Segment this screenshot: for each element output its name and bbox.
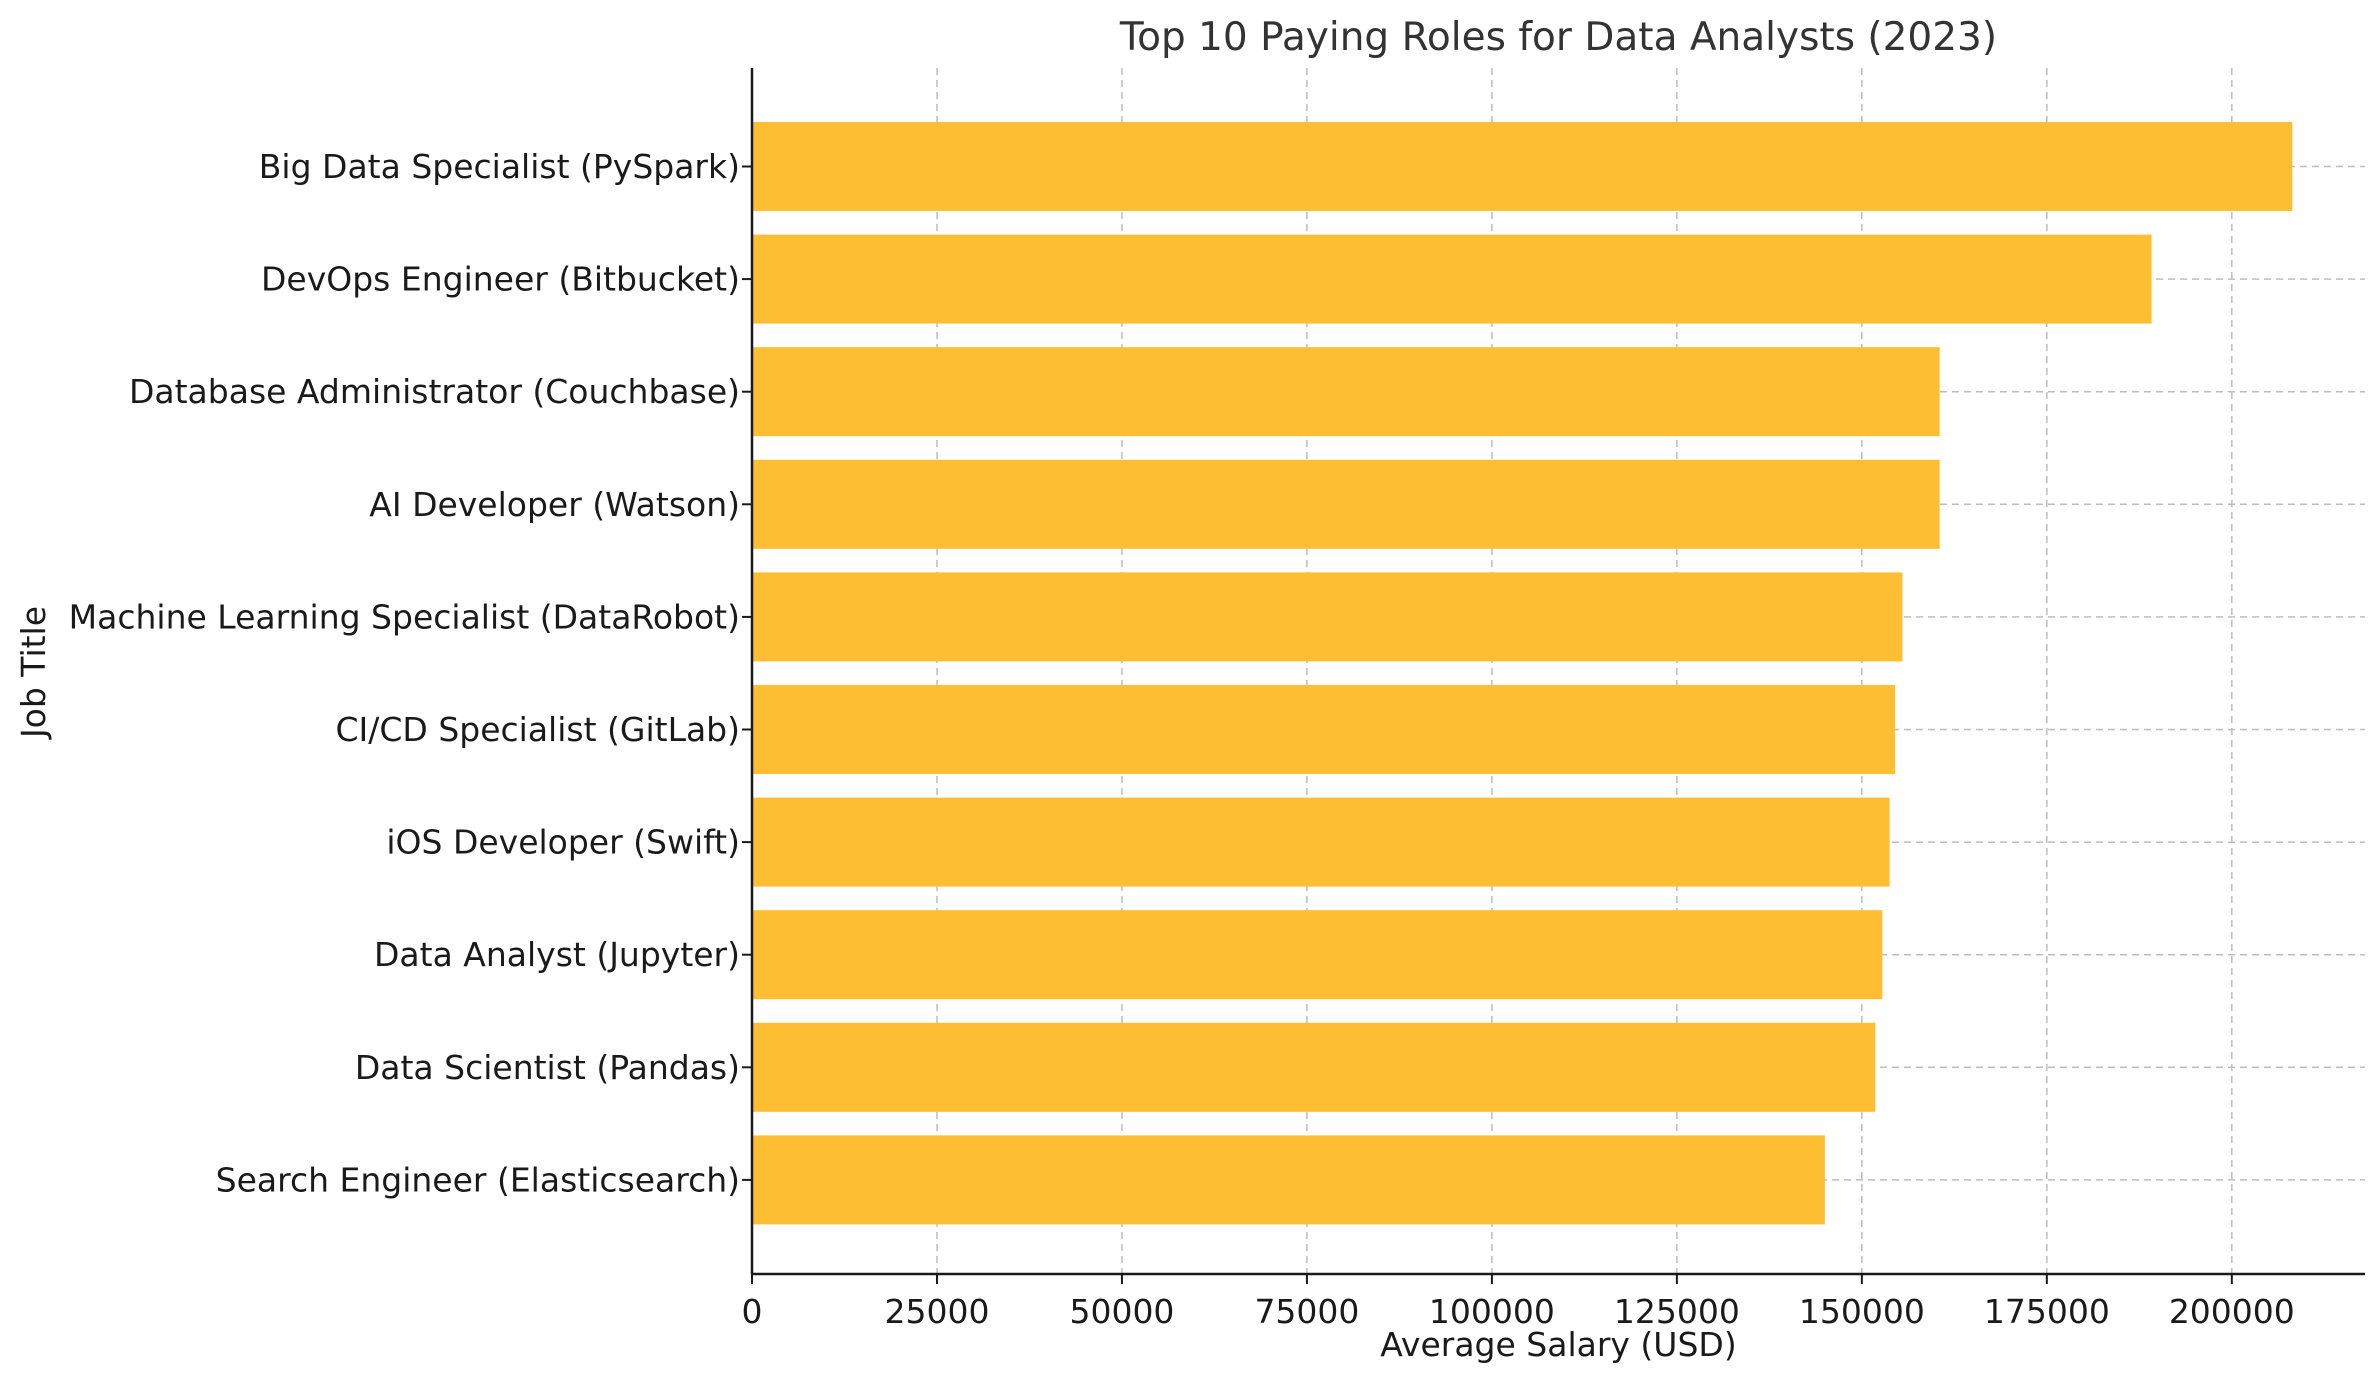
- y-axis-title: Job Title: [14, 606, 53, 740]
- y-tick-label: iOS Developer (Swift): [386, 823, 740, 862]
- y-tick-label: Data Scientist (Pandas): [355, 1048, 740, 1087]
- x-tick-label: 50000: [1069, 1292, 1174, 1331]
- x-tick-label: 100000: [1429, 1292, 1555, 1331]
- x-tick-label: 0: [742, 1292, 763, 1331]
- y-tick-label: Database Administrator (Couchbase): [129, 372, 740, 411]
- x-tick-label: 75000: [1254, 1292, 1359, 1331]
- x-tick-label: 200000: [2169, 1292, 2295, 1331]
- x-tick-label: 125000: [1614, 1292, 1740, 1331]
- bar: [752, 234, 2152, 324]
- bars: [752, 122, 2293, 1225]
- y-tick-label: DevOps Engineer (Bitbucket): [261, 260, 740, 299]
- x-tick-label: 25000: [884, 1292, 989, 1331]
- y-tick-label: Search Engineer (Elasticsearch): [216, 1160, 740, 1199]
- y-tick-label: CI/CD Specialist (GitLab): [335, 710, 740, 749]
- bar: [752, 459, 1940, 549]
- bar: [752, 1022, 1876, 1112]
- bar: [752, 572, 1903, 662]
- chart-title: Top 10 Paying Roles for Data Analysts (2…: [1119, 15, 1997, 60]
- bar: [752, 797, 1890, 887]
- bar: [752, 910, 1883, 1000]
- y-tick-label: Big Data Specialist (PySpark): [259, 147, 740, 186]
- x-axis-title: Average Salary (USD): [1380, 1325, 1736, 1364]
- x-tick-label: 150000: [1799, 1292, 1925, 1331]
- axes: [750, 68, 2365, 1276]
- y-tick-label: Data Analyst (Jupyter): [374, 935, 740, 974]
- bar: [752, 347, 1940, 437]
- y-tick-label: Machine Learning Specialist (DataRobot): [69, 597, 740, 636]
- y-tick-label: AI Developer (Watson): [369, 485, 740, 524]
- bar: [752, 122, 2293, 211]
- bar: [752, 685, 1896, 774]
- ticks: 0 25000 50000 75000 100000 125000 150000 175000…: [69, 147, 2295, 1331]
- bar: [752, 1135, 1825, 1225]
- x-tick-label: 175000: [1984, 1292, 2110, 1331]
